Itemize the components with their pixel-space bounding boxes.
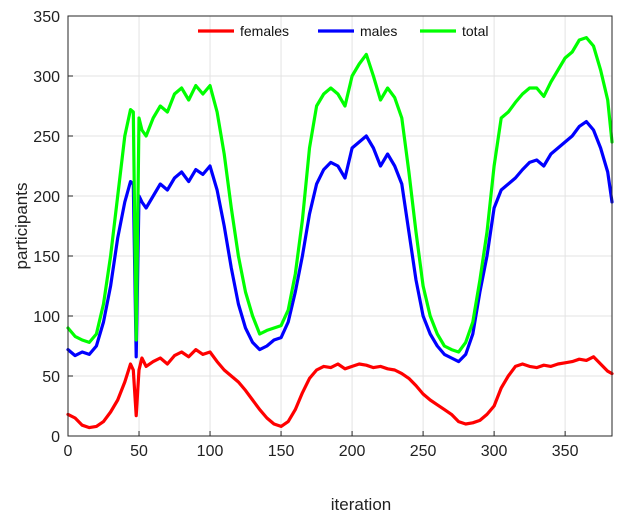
series-line-males: [66, 119, 614, 364]
x-tick-label: 150: [268, 443, 295, 460]
series-layer: [66, 35, 614, 430]
x-tick-label: 300: [481, 443, 508, 460]
plot-background: [68, 16, 612, 436]
legend-label-males: males: [360, 23, 397, 39]
y-tick-label: 250: [33, 129, 60, 146]
y-tick-label: 50: [42, 369, 60, 386]
plot-area: [68, 16, 612, 436]
x-tick-label: 200: [339, 443, 366, 460]
x-tick-label: 0: [64, 443, 73, 460]
y-axis-ticks: 0 50 100 150 200 250 300 350: [33, 9, 73, 446]
y-tick-label: 350: [33, 9, 60, 26]
y-tick-label: 300: [33, 69, 60, 86]
series-line-females: [66, 348, 614, 430]
x-axis-ticks: 0 50 100 150 200 250 300 350: [64, 431, 579, 460]
axes-box: [67, 15, 613, 437]
series-line-total: [66, 35, 614, 354]
x-axis-label: iteration: [331, 495, 391, 514]
x-tick-label: 50: [130, 443, 148, 460]
x-tick-label: 350: [552, 443, 579, 460]
y-tick-label: 200: [33, 189, 60, 206]
axes-frame: [67, 15, 613, 437]
y-axis-label: participants: [12, 183, 31, 270]
y-tick-label: 100: [33, 309, 60, 326]
legend: females males total: [198, 23, 488, 39]
x-tick-label: 100: [197, 443, 224, 460]
grid-lines: [68, 16, 612, 436]
x-tick-label: 250: [410, 443, 437, 460]
y-tick-label: 0: [51, 429, 60, 446]
legend-label-total: total: [462, 23, 488, 39]
y-tick-label: 150: [33, 249, 60, 266]
legend-label-females: females: [240, 23, 289, 39]
